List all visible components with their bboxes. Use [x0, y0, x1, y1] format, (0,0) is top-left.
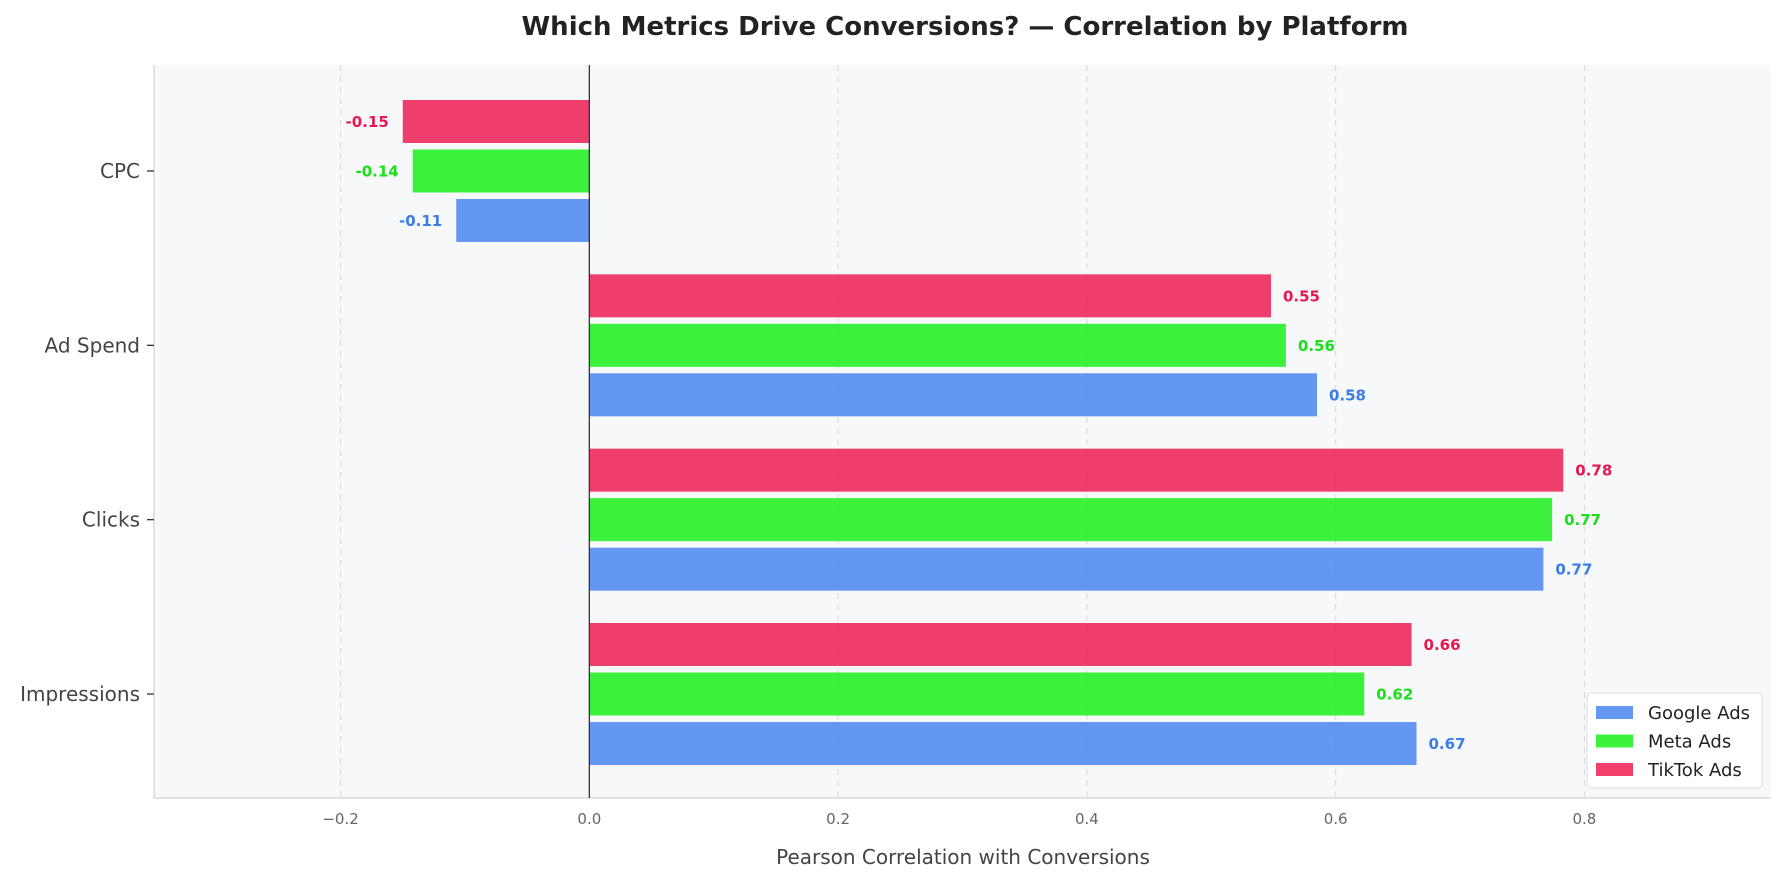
legend-label: TikTok Ads: [1647, 760, 1742, 781]
bar: [402, 100, 590, 143]
data-label: 0.78: [1575, 462, 1612, 480]
bar: [589, 722, 1417, 765]
data-label: 0.66: [1424, 636, 1461, 654]
category-label: Impressions: [20, 682, 140, 706]
bar: [589, 323, 1286, 367]
data-label: 0.67: [1429, 735, 1466, 753]
data-label: -0.11: [399, 212, 442, 230]
bar: [589, 373, 1317, 417]
legend: Google Ads Meta Ads TikTok Ads: [1586, 692, 1763, 789]
data-label: 0.62: [1376, 686, 1413, 704]
category-label: CPC: [100, 159, 140, 183]
data-label: 0.56: [1298, 337, 1335, 355]
plot-area: −0.2 0.0 0.2 0.4 0.6 0.8 Impressions 0.67 0.62 0.…: [20, 65, 1771, 828]
data-label: -0.15: [346, 113, 389, 131]
data-label: 0.55: [1283, 287, 1320, 305]
x-tick-label: 0.0: [577, 810, 601, 828]
bar: [456, 199, 590, 242]
legend-swatch: [1596, 734, 1633, 748]
category-label: Ad Spend: [45, 333, 140, 357]
legend-label: Google Ads: [1648, 703, 1750, 724]
bar: [589, 498, 1553, 542]
data-label: 0.77: [1564, 511, 1601, 529]
data-label: -0.14: [355, 163, 398, 181]
x-tick-label: 0.2: [826, 810, 850, 828]
bar: [412, 149, 590, 193]
bar: [589, 672, 1365, 716]
x-axis-label: Pearson Correlation with Conversions: [776, 845, 1150, 869]
x-tick-label: 0.4: [1075, 810, 1099, 828]
legend-swatch: [1596, 706, 1633, 719]
bar: [589, 448, 1564, 492]
x-tick-label: −0.2: [322, 810, 358, 828]
chart-title: Which Metrics Drive Conversions? — Corre…: [522, 12, 1409, 42]
legend-label: Meta Ads: [1648, 732, 1731, 753]
data-label: 0.77: [1555, 561, 1592, 579]
x-tick-label: 0.8: [1572, 810, 1596, 828]
legend-swatch: [1596, 763, 1633, 776]
bar: [589, 547, 1544, 591]
bar: [589, 623, 1412, 666]
data-label: 0.58: [1329, 386, 1366, 404]
category-label: Clicks: [82, 508, 140, 532]
x-tick-label: 0.6: [1324, 810, 1348, 828]
bar: [589, 274, 1271, 318]
